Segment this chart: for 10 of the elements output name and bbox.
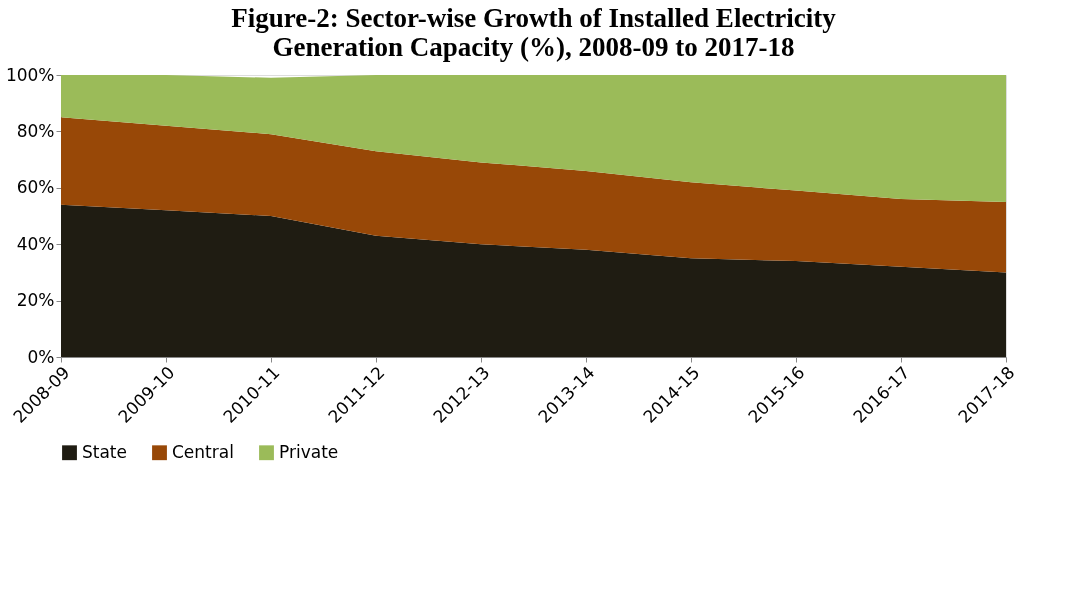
- y-tick-label: 60%: [16, 177, 55, 198]
- legend-label: Central: [172, 441, 234, 462]
- y-tick-label: 40%: [16, 233, 55, 254]
- chart-title: Figure-2: Sector-wise Growth of Installed Electricity Generation Capacity (%), 2008-09 to 2017-18: [231, 3, 837, 62]
- y-tick-label: 20%: [16, 290, 55, 311]
- y-tick-label: 80%: [16, 120, 55, 141]
- y-tick-label: 0%: [27, 346, 55, 367]
- legend-label: State: [82, 441, 127, 462]
- y-tick-label: 100%: [5, 64, 55, 85]
- legend-label: Private: [279, 441, 339, 462]
